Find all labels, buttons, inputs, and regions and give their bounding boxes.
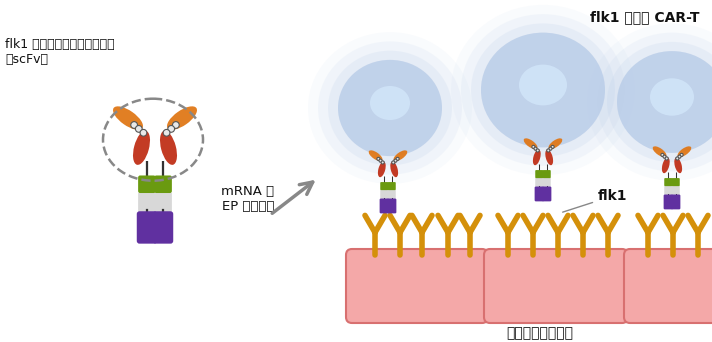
Ellipse shape [338, 60, 442, 156]
FancyBboxPatch shape [379, 198, 389, 213]
Circle shape [547, 149, 550, 152]
FancyBboxPatch shape [388, 189, 396, 199]
Ellipse shape [548, 138, 562, 149]
Ellipse shape [451, 5, 635, 175]
Circle shape [680, 153, 683, 156]
Ellipse shape [607, 42, 712, 162]
FancyBboxPatch shape [624, 249, 712, 323]
Circle shape [663, 155, 666, 158]
FancyBboxPatch shape [137, 211, 157, 244]
Ellipse shape [481, 32, 605, 147]
Circle shape [135, 126, 142, 132]
Ellipse shape [662, 158, 670, 173]
Text: mRNA を
EP 法で導入: mRNA を EP 法で導入 [221, 185, 275, 213]
Circle shape [661, 153, 664, 156]
Circle shape [131, 122, 137, 128]
FancyBboxPatch shape [543, 177, 551, 187]
Circle shape [172, 122, 179, 128]
FancyArrowPatch shape [272, 182, 313, 213]
FancyBboxPatch shape [380, 189, 388, 199]
Ellipse shape [471, 23, 615, 157]
FancyBboxPatch shape [153, 211, 173, 244]
Ellipse shape [338, 60, 442, 156]
FancyBboxPatch shape [543, 170, 551, 178]
Circle shape [392, 161, 395, 164]
Ellipse shape [318, 41, 462, 175]
Ellipse shape [113, 106, 143, 130]
Circle shape [534, 147, 537, 150]
Circle shape [394, 159, 397, 162]
Ellipse shape [481, 32, 605, 147]
Text: flk1 を特異的に認識する部位
（scFv）: flk1 を特異的に認識する部位 （scFv） [5, 38, 115, 66]
Ellipse shape [587, 23, 712, 181]
FancyBboxPatch shape [138, 192, 156, 212]
Ellipse shape [160, 131, 177, 165]
Ellipse shape [519, 65, 567, 105]
Circle shape [168, 126, 174, 132]
FancyBboxPatch shape [664, 185, 672, 195]
Ellipse shape [133, 131, 150, 165]
Text: 腫瘍血管内皮細胞: 腫瘍血管内皮細胞 [506, 326, 573, 340]
Circle shape [551, 145, 554, 148]
FancyBboxPatch shape [542, 186, 551, 201]
Ellipse shape [524, 138, 538, 149]
Text: flk1 特異的 CAR-T: flk1 特異的 CAR-T [590, 10, 700, 24]
FancyBboxPatch shape [138, 175, 156, 193]
Circle shape [532, 145, 535, 148]
Ellipse shape [378, 161, 386, 177]
Ellipse shape [369, 150, 382, 161]
Circle shape [377, 157, 380, 160]
Circle shape [379, 159, 382, 162]
FancyBboxPatch shape [535, 177, 543, 187]
Ellipse shape [394, 150, 407, 161]
FancyBboxPatch shape [155, 192, 172, 212]
Ellipse shape [370, 86, 410, 120]
Text: flk1: flk1 [562, 189, 627, 212]
Ellipse shape [617, 51, 712, 153]
FancyBboxPatch shape [671, 178, 680, 186]
FancyBboxPatch shape [155, 175, 172, 193]
Circle shape [536, 149, 539, 152]
Circle shape [676, 157, 679, 160]
Ellipse shape [653, 146, 666, 157]
Circle shape [665, 157, 669, 160]
Ellipse shape [545, 149, 553, 165]
FancyBboxPatch shape [380, 182, 388, 190]
Ellipse shape [674, 158, 682, 173]
Ellipse shape [328, 51, 452, 165]
FancyBboxPatch shape [664, 195, 673, 209]
Ellipse shape [167, 106, 197, 130]
Circle shape [163, 129, 170, 136]
FancyBboxPatch shape [535, 186, 544, 201]
FancyBboxPatch shape [387, 198, 397, 213]
Ellipse shape [617, 51, 712, 153]
FancyBboxPatch shape [388, 182, 396, 190]
Ellipse shape [390, 161, 398, 177]
FancyBboxPatch shape [664, 178, 672, 186]
Circle shape [678, 155, 681, 158]
Circle shape [396, 157, 399, 160]
Ellipse shape [461, 14, 625, 166]
Ellipse shape [533, 149, 540, 165]
FancyBboxPatch shape [484, 249, 628, 323]
Ellipse shape [678, 146, 691, 157]
Ellipse shape [308, 32, 472, 184]
Circle shape [140, 129, 147, 136]
Circle shape [381, 161, 384, 164]
FancyBboxPatch shape [535, 170, 543, 178]
Circle shape [549, 147, 552, 150]
Ellipse shape [650, 78, 694, 116]
FancyBboxPatch shape [671, 195, 681, 209]
FancyBboxPatch shape [346, 249, 488, 323]
FancyBboxPatch shape [671, 185, 680, 195]
Ellipse shape [597, 32, 712, 171]
